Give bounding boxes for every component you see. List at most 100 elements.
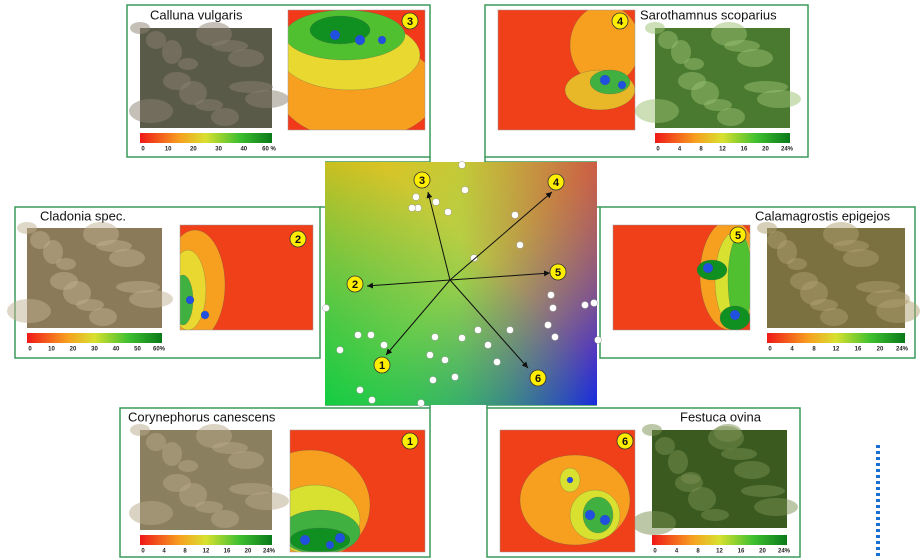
photo-texture bbox=[212, 442, 248, 454]
scale-label: 24% bbox=[778, 549, 791, 555]
photo-texture bbox=[757, 222, 777, 234]
photo-texture bbox=[655, 437, 675, 455]
sample-point bbox=[408, 204, 416, 212]
photo-texture bbox=[668, 450, 688, 474]
sample-point bbox=[367, 331, 375, 339]
map-contour bbox=[309, 15, 371, 45]
map-contour bbox=[299, 534, 311, 546]
scale-label: 10 bbox=[165, 147, 172, 153]
scale-label: 4 bbox=[162, 549, 166, 555]
species-name: Cladonia spec. bbox=[40, 208, 126, 223]
scale-label: 4 bbox=[790, 347, 794, 353]
scale-label: 40 bbox=[240, 147, 247, 153]
photo-texture bbox=[7, 299, 51, 323]
panel-number-badge bbox=[289, 230, 307, 248]
sample-point bbox=[544, 321, 552, 329]
photo-texture bbox=[212, 40, 248, 52]
arrow-label: 1 bbox=[379, 360, 385, 372]
photo-texture bbox=[130, 424, 150, 436]
photo-texture bbox=[688, 487, 716, 511]
sample-point bbox=[458, 334, 466, 342]
map-contour bbox=[599, 74, 611, 86]
scale-label: 60 % bbox=[262, 147, 276, 153]
panel-number-badge bbox=[729, 226, 747, 244]
scale-label: 8 bbox=[696, 549, 700, 555]
ordination-arrow bbox=[426, 191, 451, 281]
scale-label: 24% bbox=[781, 147, 794, 153]
contour-map bbox=[613, 225, 750, 330]
photo-texture bbox=[856, 281, 900, 293]
panel-number-badge bbox=[401, 12, 419, 30]
sample-point bbox=[412, 193, 420, 201]
photo-texture bbox=[195, 99, 223, 111]
scale-label: 12 bbox=[833, 347, 840, 353]
photo-texture bbox=[96, 240, 132, 252]
map-contour bbox=[200, 310, 210, 320]
sample-point bbox=[426, 351, 434, 359]
species-panel: Calamagrostis epigejos 5 0 4 8 12 16 20 24% bbox=[599, 206, 920, 359]
photo-texture bbox=[741, 485, 785, 497]
sample-point bbox=[493, 358, 501, 366]
arrow-label-badge bbox=[549, 263, 567, 281]
color-scale bbox=[27, 333, 162, 343]
sample-point bbox=[368, 396, 376, 404]
photo-texture bbox=[229, 81, 273, 93]
sample-point bbox=[322, 304, 330, 312]
photo-texture bbox=[228, 49, 264, 67]
photo-texture bbox=[211, 108, 239, 126]
arrow-label: 4 bbox=[553, 177, 560, 189]
arrow-label: 3 bbox=[419, 175, 425, 187]
photo-texture bbox=[684, 58, 704, 70]
sample-point bbox=[336, 346, 344, 354]
map-contour bbox=[584, 509, 596, 521]
map-frame bbox=[612, 224, 751, 331]
sample-point bbox=[444, 208, 452, 216]
map-contour bbox=[290, 527, 351, 552]
photo-texture bbox=[17, 222, 37, 234]
panel-number: 2 bbox=[295, 234, 301, 246]
species-panel: Sarothamnus scoparius 4 0 4 8 12 16 20 24% bbox=[484, 4, 809, 158]
scale-label: 0 bbox=[28, 347, 32, 353]
photo-texture bbox=[116, 281, 160, 293]
photo-texture bbox=[724, 40, 760, 52]
arrow-label-badge bbox=[413, 171, 431, 189]
species-panel: Cladonia spec.20 10 20 30 40 50 60% bbox=[7, 206, 321, 359]
contour-map bbox=[290, 430, 425, 552]
scale-label: 20 bbox=[877, 347, 884, 353]
photo-texture bbox=[211, 510, 239, 528]
scale-label: 16 bbox=[738, 549, 745, 555]
photo-texture bbox=[757, 90, 801, 108]
photo-texture bbox=[810, 299, 838, 311]
color-scale bbox=[767, 333, 905, 343]
color-scale bbox=[140, 133, 272, 143]
map-contour bbox=[354, 34, 366, 46]
photo-texture bbox=[162, 442, 182, 466]
photo-texture bbox=[229, 483, 273, 495]
photo-texture bbox=[744, 81, 788, 93]
photo-texture bbox=[820, 308, 848, 326]
scale-label: 0 bbox=[768, 347, 772, 353]
photo-texture bbox=[632, 511, 676, 535]
photo-texture bbox=[635, 99, 679, 123]
sample-point bbox=[458, 161, 466, 169]
species-name: Calamagrostis epigejos bbox=[755, 208, 891, 223]
photo-texture bbox=[178, 460, 198, 472]
photo-texture bbox=[645, 22, 665, 34]
sample-point bbox=[354, 331, 362, 339]
species-name: Calluna vulgaris bbox=[150, 7, 243, 22]
map-contour bbox=[566, 476, 574, 484]
panel-number-badge bbox=[616, 432, 634, 450]
photo-texture bbox=[876, 299, 920, 323]
photo-texture bbox=[146, 31, 166, 49]
sample-point bbox=[547, 291, 555, 299]
sample-point bbox=[380, 341, 388, 349]
sample-point bbox=[506, 326, 514, 334]
photo-texture bbox=[228, 451, 264, 469]
ordination-arrow bbox=[385, 279, 451, 356]
photo-texture bbox=[245, 492, 289, 510]
scale-label: 20 bbox=[762, 147, 769, 153]
photo-texture bbox=[658, 31, 678, 49]
color-scale bbox=[652, 535, 787, 545]
sample-point bbox=[474, 326, 482, 334]
